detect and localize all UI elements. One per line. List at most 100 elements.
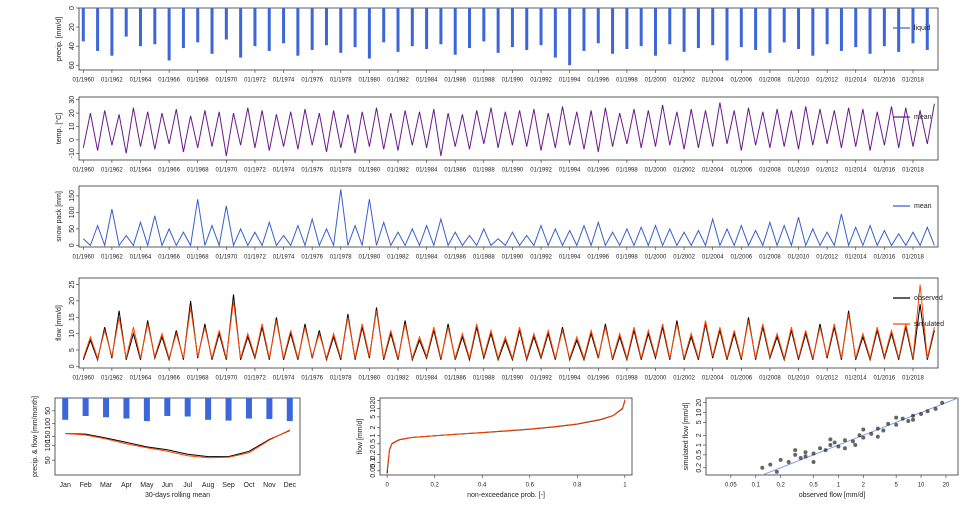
x-tick-label: Mar <box>100 482 113 489</box>
series-line <box>65 429 291 459</box>
bar <box>639 8 643 47</box>
x-tick-label: 01/2006 <box>730 78 752 84</box>
x-tick-label: Apr <box>121 482 133 489</box>
y-tick-label: 20 <box>696 399 703 407</box>
x-tick-label: 01/2008 <box>759 78 781 84</box>
bar <box>668 8 672 45</box>
x-tick-label: 01/1988 <box>473 78 495 84</box>
point <box>828 443 833 448</box>
point <box>836 444 841 449</box>
bar <box>110 8 114 56</box>
bar <box>925 8 929 50</box>
x-tick-label: 01/1996 <box>587 255 609 261</box>
point <box>842 438 847 443</box>
y-axis-label: precip. [mm/d] <box>56 17 63 61</box>
y-tick-label: 150 <box>45 431 52 443</box>
bar <box>510 8 514 48</box>
x-tick-label: 01/1990 <box>502 168 524 174</box>
point <box>881 428 886 433</box>
x-tick-label: 01/1974 <box>273 168 295 174</box>
bar <box>267 8 271 51</box>
y-axis-label: precip. & flow [mm/month] <box>32 396 39 477</box>
y-tick-label: 50 <box>45 456 52 464</box>
x-tick-label: 01/1980 <box>359 168 381 174</box>
x-tick-label: 01/1962 <box>101 255 123 261</box>
x-tick-label: 01/1974 <box>273 78 295 84</box>
bar <box>882 8 886 47</box>
x-tick-label: 01/1964 <box>130 255 152 261</box>
x-tick-label: 01/1994 <box>559 168 581 174</box>
x-tick-label: 01/2014 <box>845 376 867 382</box>
x-tick-label: 01/2000 <box>645 78 667 84</box>
bar <box>482 8 486 42</box>
bar <box>324 8 328 46</box>
bar <box>239 8 243 58</box>
bar <box>143 398 150 422</box>
bar <box>568 8 572 66</box>
x-tick-label: 01/1990 <box>502 376 524 382</box>
y-tick-label: 20 <box>69 297 76 305</box>
bar <box>682 8 686 52</box>
x-tick-label: 01/2006 <box>730 168 752 174</box>
bar <box>167 8 171 61</box>
x-tick-label: 01/1998 <box>616 168 638 174</box>
x-tick-label: 01/1992 <box>530 78 552 84</box>
bar <box>410 8 414 47</box>
x-tick-label: 01/1968 <box>187 255 209 261</box>
x-tick-label: 20 <box>943 483 950 489</box>
x-tick-label: 0.6 <box>526 483 535 489</box>
point <box>857 433 862 438</box>
x-tick-label: 01/2008 <box>759 168 781 174</box>
y-tick-label: 0.5 <box>696 450 703 460</box>
x-tick-label: 01/1996 <box>587 376 609 382</box>
point <box>933 406 938 411</box>
bar <box>96 8 100 51</box>
x-tick-label: Sep <box>222 482 235 489</box>
bar <box>124 8 128 37</box>
x-tick-label: 5 <box>894 483 898 489</box>
x-tick-label: 01/1984 <box>416 78 438 84</box>
x-tick-label: 01/1984 <box>416 376 438 382</box>
y-tick-label: 50 <box>69 225 76 233</box>
y-tick-label: 15 <box>69 313 76 321</box>
y-tick-label: 100 <box>45 439 52 451</box>
plot-frame <box>78 96 939 161</box>
point <box>811 460 816 465</box>
x-tick-label: Feb <box>80 482 92 489</box>
x-tick-label: Jul <box>183 482 192 489</box>
x-tick-label: 01/1960 <box>72 255 94 261</box>
series-line <box>82 294 935 362</box>
x-tick-label: 01/1974 <box>273 376 295 382</box>
y-tick-label: 60 <box>69 61 76 69</box>
x-tick-label: 01/1972 <box>244 255 266 261</box>
point <box>760 465 765 470</box>
x-tick-label: 01/1968 <box>187 78 209 84</box>
y-tick-label: 0 <box>69 243 76 247</box>
x-tick-label: 01/1970 <box>215 376 237 382</box>
point <box>900 416 905 421</box>
x-tick-label: 01/1966 <box>158 168 180 174</box>
bar <box>911 8 915 44</box>
bar <box>782 8 786 43</box>
point <box>774 469 779 474</box>
plot-frame <box>78 277 939 369</box>
bar <box>696 8 700 49</box>
x-tick-label: 01/2014 <box>845 78 867 84</box>
x-tick-label: 01/1996 <box>587 78 609 84</box>
x-tick-label: 01/2004 <box>702 168 724 174</box>
point <box>778 457 783 462</box>
point <box>798 455 803 460</box>
y-tick-label: -10 <box>69 148 76 158</box>
x-tick-label: 01/1986 <box>444 376 466 382</box>
x-tick-label: 01/1980 <box>359 255 381 261</box>
bar <box>81 8 85 42</box>
x-tick-label: 01/1966 <box>158 255 180 261</box>
x-tick-label: 01/1964 <box>130 168 152 174</box>
point <box>793 448 798 453</box>
y-tick-label: 5 <box>370 415 377 419</box>
x-tick-label: 01/2016 <box>874 255 896 261</box>
bar <box>739 8 743 48</box>
bar <box>123 398 130 419</box>
point <box>823 448 828 453</box>
series-line <box>386 399 626 471</box>
